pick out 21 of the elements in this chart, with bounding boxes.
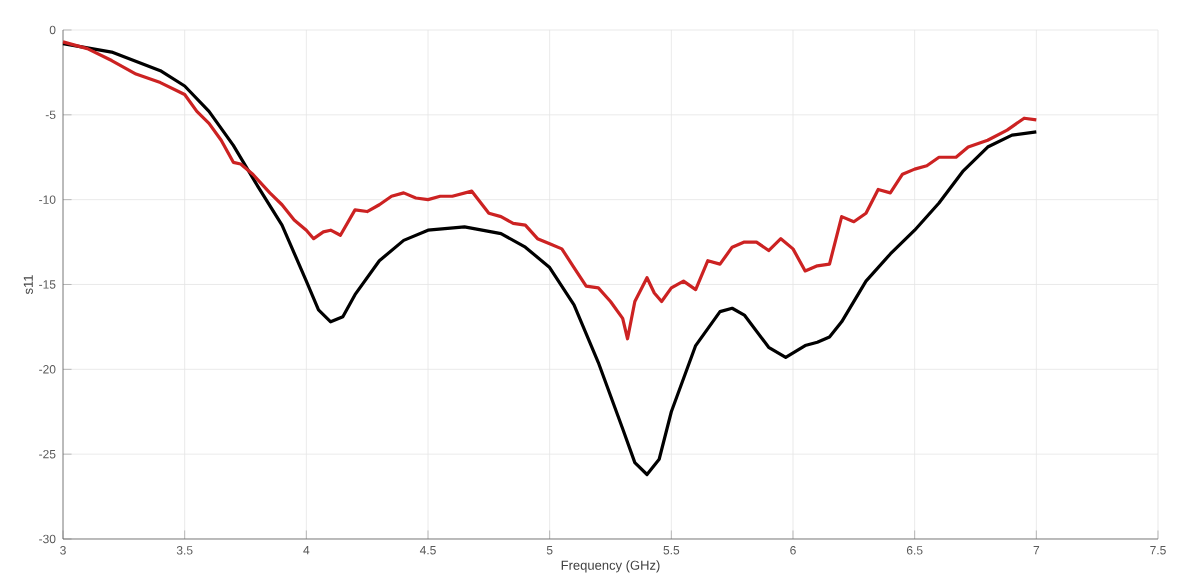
line-series [61, 40, 1038, 341]
x-tick-label: 4 [303, 546, 310, 555]
x-tick-label: 7 [1033, 546, 1040, 555]
y-axis-title: s11 [23, 275, 33, 295]
y-tick-label: -25 [39, 449, 56, 459]
x-tick-label: 6 [790, 546, 796, 555]
x-tick-label: 7.5 [1150, 546, 1166, 555]
x-tick-label: 3.5 [176, 546, 193, 555]
x-tick-label: 4.5 [419, 546, 436, 555]
x-tick-label: 6.5 [906, 546, 923, 555]
x-tick-label: 3 [60, 546, 66, 555]
y-tick-label: -30 [39, 534, 56, 544]
y-tick-label: 0 [49, 25, 56, 35]
y-tick-label: -5 [45, 110, 56, 120]
line-series [61, 41, 1038, 477]
x-axis-title: Frequency (GHz) [561, 560, 660, 573]
y-tick-label: -15 [39, 280, 56, 289]
y-tick-label: -10 [39, 195, 56, 204]
x-tick-label: 5 [546, 546, 553, 555]
y-tick-label: -20 [39, 365, 56, 374]
x-tick-label: 5.5 [663, 546, 680, 555]
